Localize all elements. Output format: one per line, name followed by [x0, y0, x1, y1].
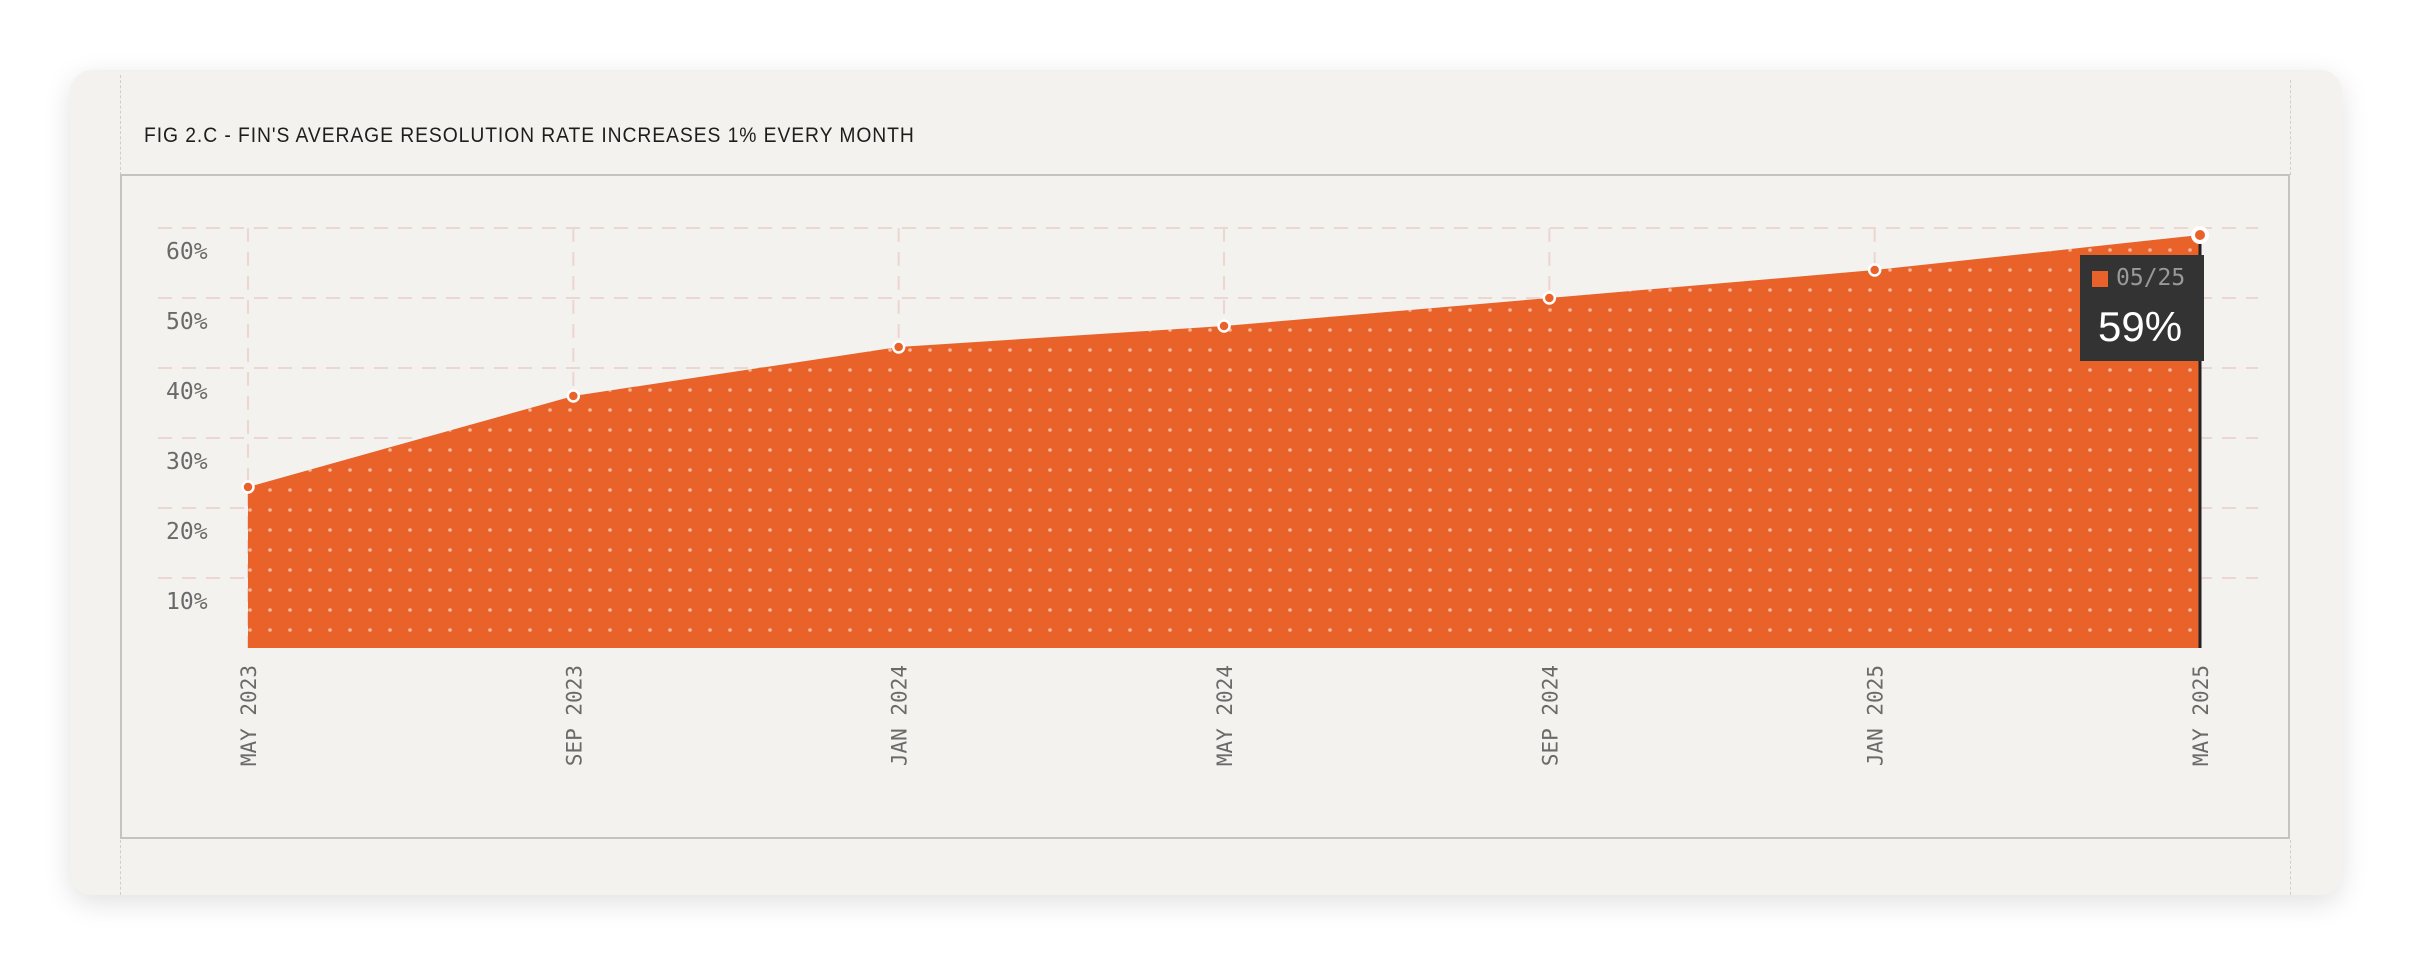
chart-title: FIG 2.C - FIN'S AVERAGE RESOLUTION RATE …	[144, 124, 915, 147]
y-tick-label: 40%	[166, 379, 208, 405]
x-tick-label: MAY 2024	[1213, 665, 1237, 766]
data-point	[241, 480, 255, 494]
data-point	[1217, 319, 1231, 333]
guide-line	[2290, 840, 2291, 895]
data-point	[1542, 291, 1557, 305]
y-tick-label: 30%	[166, 449, 208, 475]
y-tick-label: 20%	[166, 519, 208, 545]
y-tick-label: 50%	[166, 309, 208, 335]
x-tick-label: SEP 2024	[1538, 665, 1562, 766]
tooltip: 05/25 59%	[2080, 255, 2204, 361]
guide-line	[120, 75, 121, 175]
y-tick-label: 60%	[166, 239, 208, 265]
tooltip-value: 59%	[2098, 303, 2183, 350]
y-tick-label: 10%	[166, 589, 208, 615]
legend-swatch	[2092, 271, 2108, 287]
x-tick-label: SEP 2023	[562, 665, 586, 766]
chart-frame	[120, 174, 2290, 839]
tooltip-date: 05/25	[2116, 265, 2186, 291]
guide-line	[120, 840, 121, 895]
x-tick-label: MAY 2023	[237, 665, 261, 766]
data-point	[566, 389, 581, 403]
guide-line	[2290, 80, 2291, 175]
x-tick-label: JAN 2024	[888, 665, 912, 766]
area-dots	[248, 235, 2200, 648]
x-tick-label: MAY 2025	[2189, 665, 2213, 766]
data-point	[891, 340, 906, 354]
data-point	[1867, 263, 1882, 277]
data-point	[2191, 226, 2209, 244]
x-tick-label: JAN 2025	[1864, 665, 1888, 766]
